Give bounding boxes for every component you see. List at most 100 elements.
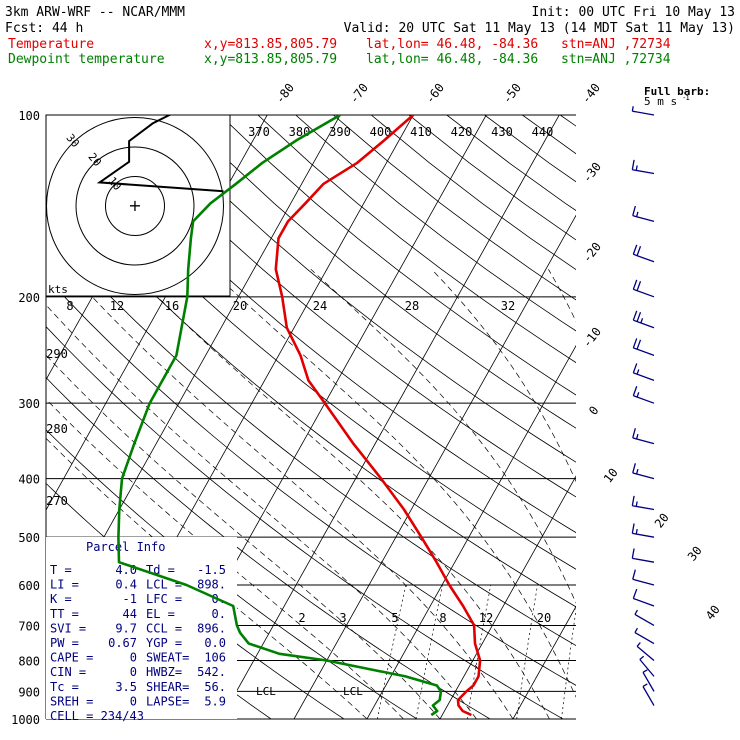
dry-adiabat xyxy=(219,115,576,396)
moist-adiabat xyxy=(431,268,576,483)
parcel-row-label: TT = xyxy=(50,607,79,621)
theta-e-label: 410 xyxy=(410,125,432,139)
wind-barb xyxy=(631,495,655,511)
wind-barb xyxy=(632,386,655,404)
mixing-ratio-bottom-label: 12 xyxy=(479,611,493,625)
parcel-row-value-right: 0.0 xyxy=(204,636,226,650)
parcel-row-value: 3.5 xyxy=(115,680,137,694)
wind-barb xyxy=(631,159,655,175)
dry-adiabat xyxy=(46,276,576,686)
hodograph-rings xyxy=(46,115,224,295)
dry-adiabat xyxy=(46,179,576,608)
valid-time: Valid: 20 UTC Sat 11 May 13 (14 MDT Sat … xyxy=(344,21,735,36)
barb-flag xyxy=(631,106,634,112)
wind-barbs xyxy=(631,106,655,706)
barb-flag xyxy=(636,392,640,398)
parcel-row-value-right: -1.5 xyxy=(197,563,226,577)
temperature-legend: Temperature xyxy=(8,37,94,52)
forecast-hour: Fcst: 44 h xyxy=(5,21,83,36)
mixing-ratio-top-label: 24 xyxy=(313,299,327,313)
wind-barb xyxy=(632,310,655,329)
parcel-row-label-right: LFC = xyxy=(146,592,182,606)
hodograph-units: kts xyxy=(48,283,68,296)
dew-latlon: lat,lon= 46.48, -84.36 xyxy=(366,52,538,67)
barb-flag xyxy=(631,495,635,506)
mixing-ratio-top-label: 16 xyxy=(165,299,179,313)
barb-flag xyxy=(635,211,639,217)
parcel-row-value: 0 xyxy=(130,651,137,665)
dew-xy: x,y=813.85,805.79 xyxy=(204,52,337,67)
parcel-row-label: T = xyxy=(50,563,72,577)
isotherm-line xyxy=(512,605,576,719)
dry-adiabat xyxy=(106,115,576,498)
dry-adiabat xyxy=(46,132,576,570)
barb-staff xyxy=(634,613,655,627)
barb-flag xyxy=(635,165,638,171)
temp-station: stn=ANJ ,72734 xyxy=(561,37,671,52)
mixing-ratio-top-label: 12 xyxy=(110,299,124,313)
theta-e-label: 390 xyxy=(329,125,351,139)
wind-barb xyxy=(632,279,655,298)
theta-e-label: 400 xyxy=(370,125,392,139)
pressure-tick-label: 700 xyxy=(18,619,40,633)
barb-staff xyxy=(642,671,655,692)
wind-barb xyxy=(632,428,655,445)
barb-key-units: 5 m s xyxy=(644,95,677,108)
temperature-profile xyxy=(274,115,482,717)
moist-adiabat xyxy=(129,268,550,719)
barb-flag xyxy=(635,468,639,475)
mixing-ratio-bottom-label: 5 xyxy=(391,611,398,625)
parcel-row-value: 44 xyxy=(123,607,137,621)
parcel-row-value-right: 0. xyxy=(212,607,226,621)
pressure-tick-label: 300 xyxy=(18,397,40,411)
pressure-tick-label: 500 xyxy=(18,531,40,545)
barb-staff xyxy=(639,659,655,677)
parcel-row-label: SVI = xyxy=(50,621,86,635)
pressure-tick-label: 200 xyxy=(18,291,40,305)
barb-staff xyxy=(633,288,655,298)
parcel-title: Parcel Info xyxy=(86,540,165,554)
dewpoint-legend: Dewpoint temperature xyxy=(8,52,165,67)
parcel-row-label: Tc = xyxy=(50,680,79,694)
parcel-row-label-right: LCL = xyxy=(146,578,182,592)
dew-station: stn=ANJ ,72734 xyxy=(561,52,671,67)
barb-flag xyxy=(640,318,644,324)
moist-adiabat xyxy=(310,268,576,604)
wind-barb xyxy=(631,106,655,116)
theta-label: 290 xyxy=(46,347,68,361)
barb-staff xyxy=(633,597,655,607)
moist-adiabat xyxy=(46,304,477,719)
parcel-row-label: LI = xyxy=(50,578,79,592)
dry-adiabat xyxy=(46,227,576,647)
parcel-row-label-right: CCL = xyxy=(146,621,182,635)
parcel-row-value: 9.7 xyxy=(115,621,137,635)
dry-adiabat xyxy=(68,115,576,534)
barb-flag xyxy=(631,523,635,534)
barb-staff xyxy=(642,686,655,706)
mixing-ratio-top-label: 28 xyxy=(405,299,419,313)
parcel-row-value: -1 xyxy=(123,592,137,606)
barb-flag xyxy=(636,369,640,375)
barb-flag xyxy=(642,683,648,688)
parcel-row-value-right: 542. xyxy=(197,665,226,679)
barb-flag xyxy=(636,339,642,350)
barb-staff xyxy=(632,578,655,586)
wind-barb xyxy=(634,627,655,645)
wind-barb xyxy=(632,588,655,607)
model-title: 3km ARW-WRF -- NCAR/MMM xyxy=(5,5,185,20)
parcel-row-value: 0 xyxy=(130,694,137,708)
init-time: Init: 00 UTC Fri 10 May 13 xyxy=(532,5,736,20)
dry-adiabat xyxy=(257,115,576,364)
wind-barb xyxy=(642,683,655,706)
barb-flag xyxy=(635,529,638,535)
mixing-ratio-top-label: 20 xyxy=(233,299,247,313)
wind-barb xyxy=(632,338,655,356)
lcl-label-right: LCL xyxy=(343,685,363,698)
wind-barb xyxy=(631,548,655,563)
parcel-row-label: CIN = xyxy=(50,665,86,679)
mixing-ratio-bottom-label: 3 xyxy=(339,611,346,625)
isotherm-line xyxy=(366,344,576,719)
parcel-row-value: 0.4 xyxy=(115,578,137,592)
parcel-row-label: SREH = xyxy=(50,694,93,708)
lcl-label-left: LCL xyxy=(256,685,276,698)
